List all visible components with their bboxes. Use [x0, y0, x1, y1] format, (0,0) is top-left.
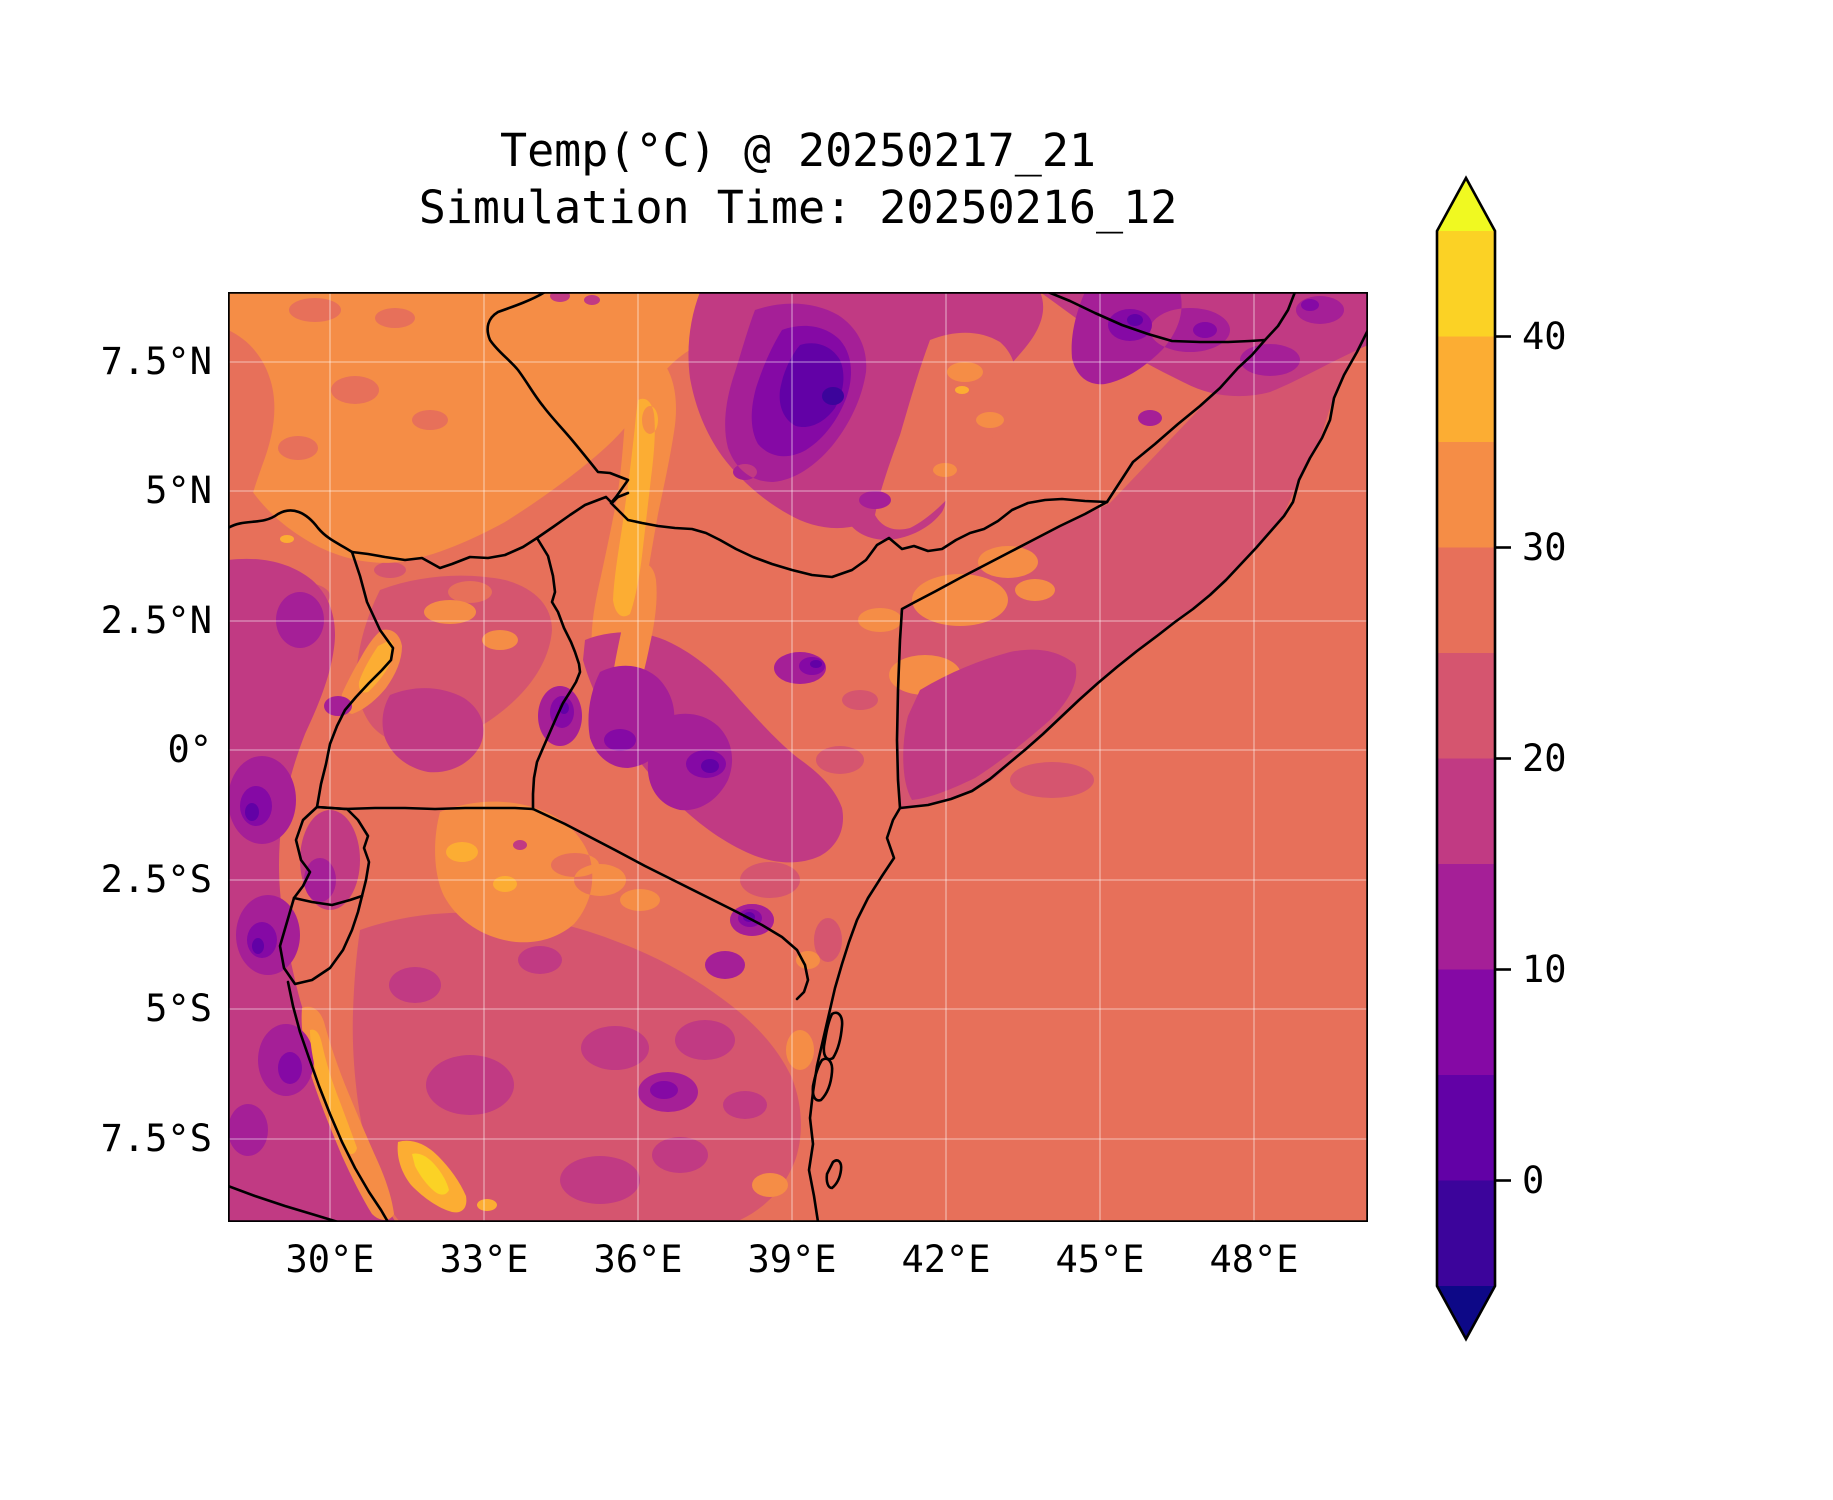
cbtick-20: 20 — [1522, 737, 1567, 780]
border-burundi — [278, 894, 364, 986]
temp-region-40-45c — [412, 1153, 449, 1195]
cbtick-10: 10 — [1522, 948, 1567, 991]
xtick-36e: 36°E — [593, 1238, 683, 1281]
xtick-33e: 33°E — [439, 1238, 529, 1281]
colorbar — [1435, 175, 1511, 1342]
cb-seg-0-5 — [1437, 1075, 1495, 1181]
ytick-5n: 5°N — [145, 469, 212, 512]
ytick-7p5n: 7.5°N — [100, 340, 212, 383]
cb-seg-15-20 — [1437, 758, 1495, 864]
colorbar-ticks — [1495, 335, 1511, 1182]
island-mafia — [825, 1159, 843, 1190]
border-southwest-corner — [228, 1184, 340, 1222]
island-zanzibar — [811, 1057, 834, 1102]
cbtick-40: 40 — [1522, 315, 1567, 358]
ytick-7p5s: 7.5°S — [100, 1117, 212, 1160]
xtick-45e: 45°E — [1055, 1238, 1145, 1281]
xtick-39e: 39°E — [747, 1238, 837, 1281]
colorbar-outline — [1435, 175, 1497, 1342]
temp-region-35-40c — [280, 386, 969, 1213]
border-uganda-tz-kenya-tz — [315, 805, 810, 1001]
ytick-2p5n: 2.5°N — [100, 599, 212, 642]
cb-seg-10-15 — [1437, 864, 1495, 970]
graticule — [228, 292, 1368, 1222]
borders — [228, 292, 1368, 1222]
cb-seg-25-30 — [1437, 547, 1495, 653]
cb-seg-m5-0 — [1437, 1180, 1495, 1286]
cbtick-30: 30 — [1522, 526, 1567, 569]
temp-region-minus5-0c — [822, 387, 844, 405]
coastline — [807, 328, 1368, 1222]
title-line2: Simulation Time: 20250216_12 — [418, 181, 1178, 234]
colorbar-arrow-under — [1437, 1286, 1495, 1339]
border-drc-tanzania — [286, 980, 390, 1222]
ytick-0: 0° — [167, 728, 212, 771]
island-pemba — [822, 1011, 844, 1061]
temp-region-10-15c — [228, 292, 1344, 1156]
border-ethiopia-somalia — [1046, 292, 1267, 504]
ytick-5s: 5°S — [145, 987, 212, 1030]
border-kenya-somalia — [895, 500, 1109, 810]
cb-seg-20-25 — [1437, 653, 1495, 759]
xtick-42e: 42°E — [901, 1238, 991, 1281]
border-sudan-ethiopia-kenya — [486, 292, 1109, 579]
cb-seg-30-35 — [1437, 442, 1495, 548]
border-uganda-kenya — [531, 536, 582, 811]
temp-region-30-35c — [228, 292, 1055, 1197]
figure-title: Temp(°C) @ 20250217_21 Simulation Time: 2… — [228, 122, 1368, 236]
cb-seg-35-40 — [1437, 336, 1495, 442]
title-line1: Temp(°C) @ 20250217_21 — [499, 124, 1097, 177]
xtick-30e: 30°E — [285, 1238, 375, 1281]
border-somaliland-branch — [1263, 292, 1297, 342]
temp-region-20-25c — [270, 292, 1368, 1222]
cb-seg-5-10 — [1437, 969, 1495, 1075]
xtick-48e: 48°E — [1209, 1238, 1299, 1281]
border-southsudan-uganda-kenya — [228, 491, 630, 570]
border-drc-uganda — [315, 550, 395, 809]
border-rwanda — [292, 805, 371, 907]
cbtick-0: 0 — [1522, 1159, 1545, 1202]
ytick-2p5s: 2.5°S — [100, 858, 212, 901]
colorbar-arrow-over — [1437, 178, 1495, 231]
temp-region-rift-wedge-25-30c — [875, 332, 1016, 530]
temperature-map — [228, 292, 1368, 1222]
cb-seg-40-45 — [1437, 231, 1495, 337]
